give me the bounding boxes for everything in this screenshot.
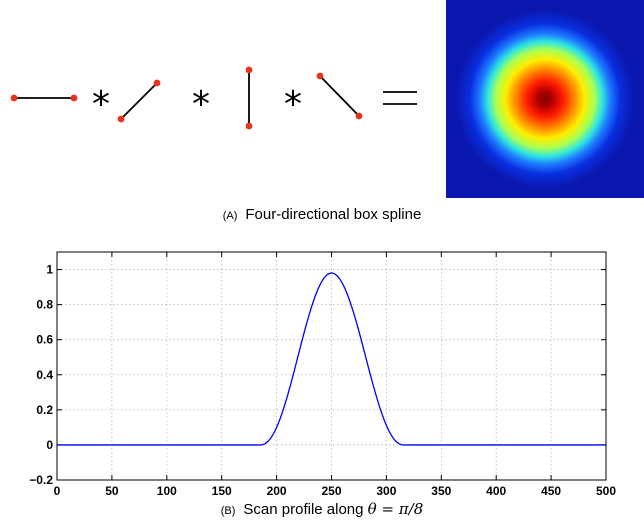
segment-diagonal-down [316,72,363,120]
chart-tick-labels: 0 50 100 150 200 250 300 350 400 450 500−0.200.20.… [29,263,616,498]
plot-frame [56,251,607,481]
chart-ticks [56,252,607,481]
y-tick-label: 0.2 [36,403,53,417]
equals-sign [383,91,417,105]
x-tick-label: 150 [212,484,232,498]
series-line-profile [57,272,606,446]
y-tick-label: 0.4 [36,368,53,382]
y-tick-label: 0.6 [36,333,53,347]
convolution-operator-3: * [284,84,302,125]
convolution-operator-2: * [192,84,210,125]
x-tick-label: 300 [376,484,396,498]
x-tick-label: 450 [541,484,561,498]
caption-a-letter: (A) [222,210,238,222]
x-tick-label: 500 [596,484,616,498]
box-spline-heatmap [446,0,644,198]
figure-panel-a: * * * [10,0,644,198]
caption-a-text: Four-directional box spline [245,206,422,223]
x-tick-label: 0 [54,484,61,498]
x-tick-label: 50 [105,484,119,498]
segment-vertical [245,66,253,130]
chart-grid [57,252,606,480]
x-tick-label: 200 [267,484,287,498]
x-tick-label: 250 [321,484,341,498]
y-tick-label: −0.2 [29,473,53,487]
convolution-operator-1: * [92,84,110,125]
caption-b-text: Scan profile along [243,501,364,518]
x-tick-label: 100 [157,484,177,498]
caption-b-letter: (B) [220,505,236,517]
caption-b-math: θ = π/8 [367,500,424,518]
x-tick-label: 350 [431,484,451,498]
y-tick-label: 0.8 [36,298,53,312]
caption-panel-a: (A) Four-directional box spline [0,206,644,223]
segment-diagonal-up [117,79,161,123]
segment-horizontal [10,94,78,102]
line-chart: 0 50 100 150 200 250 300 350 400 450 500−0.200.20.… [29,251,616,498]
x-tick-label: 400 [486,484,506,498]
y-tick-label: 1 [46,263,53,277]
y-tick-label: 0 [46,438,53,452]
caption-panel-b: (B) Scan profile along θ = π/8 [0,500,644,518]
